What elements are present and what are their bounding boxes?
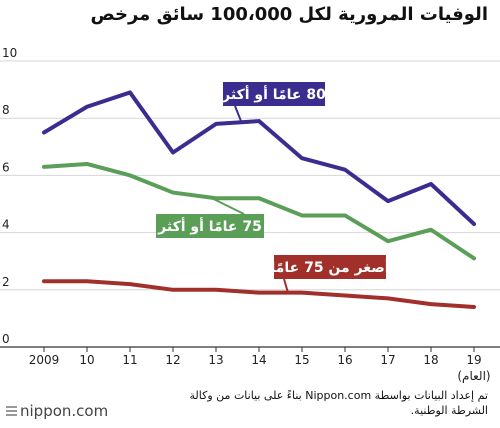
x-tick-label: 2009 bbox=[29, 353, 60, 367]
series-label-leader bbox=[234, 105, 242, 122]
x-tick-label: 17 bbox=[380, 353, 395, 367]
series-line-1 bbox=[42, 90, 476, 227]
series-label: 75 عامًا أو أكثر bbox=[157, 217, 262, 235]
series-line-2 bbox=[42, 161, 476, 261]
x-tick-label: 13 bbox=[208, 353, 223, 367]
y-tick-label: 10 bbox=[2, 46, 17, 60]
y-tick-label: 2 bbox=[2, 275, 10, 289]
y-tick-label: 0 bbox=[2, 332, 10, 346]
source-note: تم إعداد البيانات بواسطة Nippon.com بناء… bbox=[189, 389, 488, 417]
series-line-3 bbox=[42, 279, 476, 309]
x-tick-label: 18 bbox=[423, 353, 438, 367]
x-tick-label: 14 bbox=[251, 353, 266, 367]
series-label: أصغر من 75 عامًا bbox=[270, 258, 389, 276]
x-tick-label: 16 bbox=[337, 353, 352, 367]
nippon-logo: nippon.com bbox=[6, 402, 108, 420]
x-tick-label: 11 bbox=[122, 353, 137, 367]
logo-text: nippon.com bbox=[20, 402, 109, 420]
y-tick-label: 8 bbox=[2, 103, 10, 117]
series-label-box bbox=[223, 82, 325, 106]
series-label-leader bbox=[283, 278, 289, 293]
x-tick-label: 10 bbox=[79, 353, 94, 367]
y-tick-label: 6 bbox=[2, 160, 10, 174]
series-label: 80 عامًا أو أكثر bbox=[221, 85, 326, 103]
series-label-box bbox=[274, 255, 386, 279]
series-label-leader bbox=[211, 197, 245, 215]
x-axis-label: (العام) bbox=[457, 369, 490, 383]
chart-title: الوفيات المرورية لكل 100،000 سائق مرخص bbox=[90, 4, 488, 25]
x-tick-label: 15 bbox=[294, 353, 309, 367]
x-tick-label: 19 bbox=[466, 353, 481, 367]
y-tick-label: 4 bbox=[2, 218, 10, 232]
series-label-box bbox=[156, 214, 264, 238]
logo-mark-icon bbox=[6, 404, 17, 418]
x-tick-label: 12 bbox=[165, 353, 180, 367]
